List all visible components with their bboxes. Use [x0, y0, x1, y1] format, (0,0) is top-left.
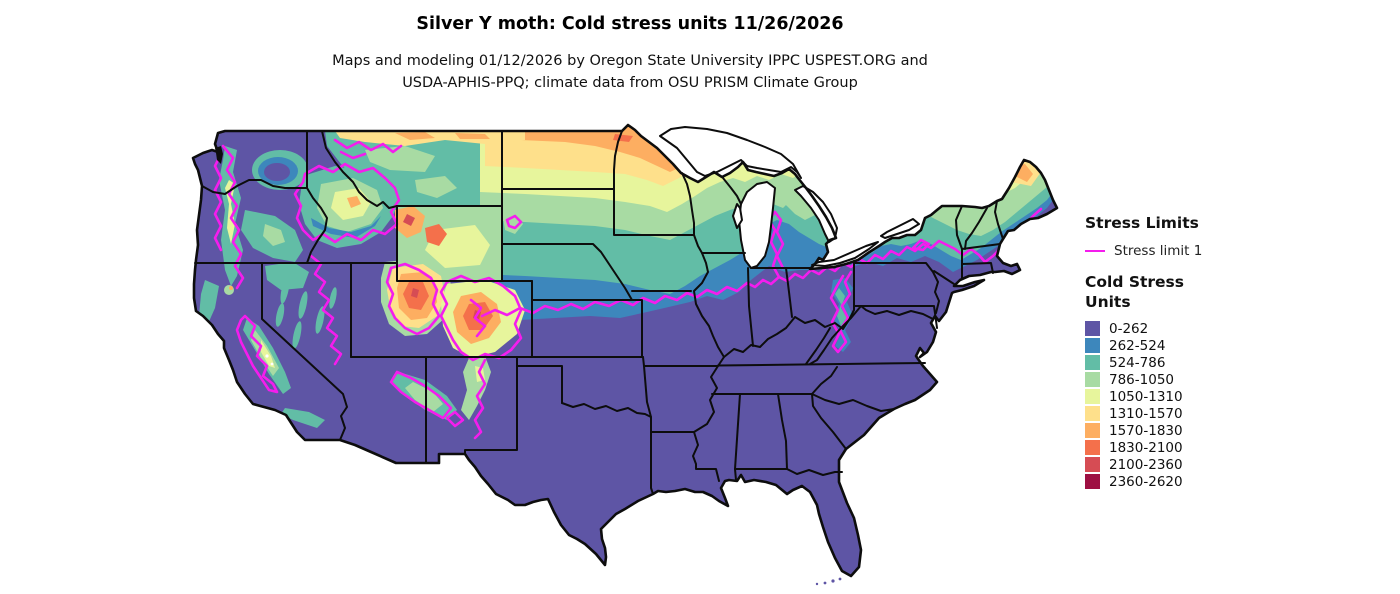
- legend-cold-stress: Cold Stress Units 0-262 262-524 524-786 7…: [1085, 273, 1385, 490]
- lake-erie: [811, 241, 879, 267]
- legend-bin-row: 1830-2100: [1085, 439, 1385, 456]
- legend-bin-row: 2100-2360: [1085, 456, 1385, 473]
- puget-sound: [215, 146, 223, 164]
- stress-limit-key: Stress limit 1: [1085, 243, 1385, 259]
- legend-bin-row: 2360-2620: [1085, 473, 1385, 490]
- bin-label-5: 1310-1570: [1109, 405, 1183, 422]
- bin-swatch-6: [1085, 423, 1100, 439]
- us-cold-stress-map: [185, 120, 1065, 590]
- bin-label-9: 2360-2620: [1109, 473, 1183, 490]
- page-title: Silver Y moth: Cold stress units 11/26/2…: [416, 14, 844, 34]
- map-legend: Stress Limits Stress limit 1 Cold Stress…: [1085, 214, 1385, 490]
- lake-superior: [659, 126, 802, 179]
- legend-bin-row: 1310-1570: [1085, 405, 1385, 422]
- stress-limit-label: Stress limit 1: [1114, 243, 1203, 260]
- bin-label-1: 262-524: [1109, 337, 1166, 354]
- legend-bin-row: 0-262: [1085, 320, 1385, 337]
- green-bay: [732, 203, 743, 229]
- bin-label-2: 524-786: [1109, 354, 1166, 371]
- bin-label-7: 1830-2100: [1109, 439, 1183, 456]
- us-map-svg: [191, 123, 1059, 586]
- bin-label-6: 1570-1830: [1109, 422, 1183, 439]
- state-borders: [194, 130, 1004, 495]
- cold-stress-heading: Cold Stress Units: [1085, 273, 1185, 311]
- legend-bin-row: 524-786: [1085, 354, 1385, 371]
- bin-swatch-3: [1085, 372, 1100, 388]
- great-lakes: [659, 126, 920, 269]
- bin-swatch-2: [1085, 355, 1100, 371]
- bin-swatch-7: [1085, 440, 1100, 456]
- lake-ontario: [880, 218, 920, 239]
- bin-swatch-5: [1085, 406, 1100, 422]
- bin-swatch-8: [1085, 457, 1100, 473]
- choropleth-raster: [193, 125, 1057, 576]
- bin-swatch-1: [1085, 338, 1100, 354]
- bin-label-8: 2100-2360: [1109, 456, 1183, 473]
- bin-swatch-4: [1085, 389, 1100, 405]
- legend-bin-row: 1050-1310: [1085, 388, 1385, 405]
- bin-swatch-0: [1085, 321, 1100, 337]
- bin-label-3: 786-1050: [1109, 371, 1174, 388]
- stress-limit-line-icon: [1085, 250, 1105, 253]
- attribution-line-2: USDA-APHIS-PPQ; climate data from OSU PR…: [402, 75, 858, 92]
- map-header: Silver Y moth: Cold stress units 11/26/2…: [190, 14, 1070, 95]
- legend-stress-limits: Stress Limits Stress limit 1: [1085, 214, 1385, 259]
- map-attribution: Maps and modeling 01/12/2026 by Oregon S…: [190, 50, 1070, 95]
- legend-bin-row: 786-1050: [1085, 371, 1385, 388]
- bin-label-0: 0-262: [1109, 320, 1149, 337]
- bin-label-4: 1050-1310: [1109, 388, 1183, 405]
- us-outline: [191, 123, 1059, 578]
- bin-swatch-9: [1085, 474, 1100, 490]
- legend-bin-row: 262-524: [1085, 337, 1385, 354]
- stress-limits-heading: Stress Limits: [1085, 214, 1199, 232]
- florida-keys: [815, 577, 842, 586]
- legend-bin-row: 1570-1830: [1085, 422, 1385, 439]
- attribution-line-1: Maps and modeling 01/12/2026 by Oregon S…: [332, 53, 928, 69]
